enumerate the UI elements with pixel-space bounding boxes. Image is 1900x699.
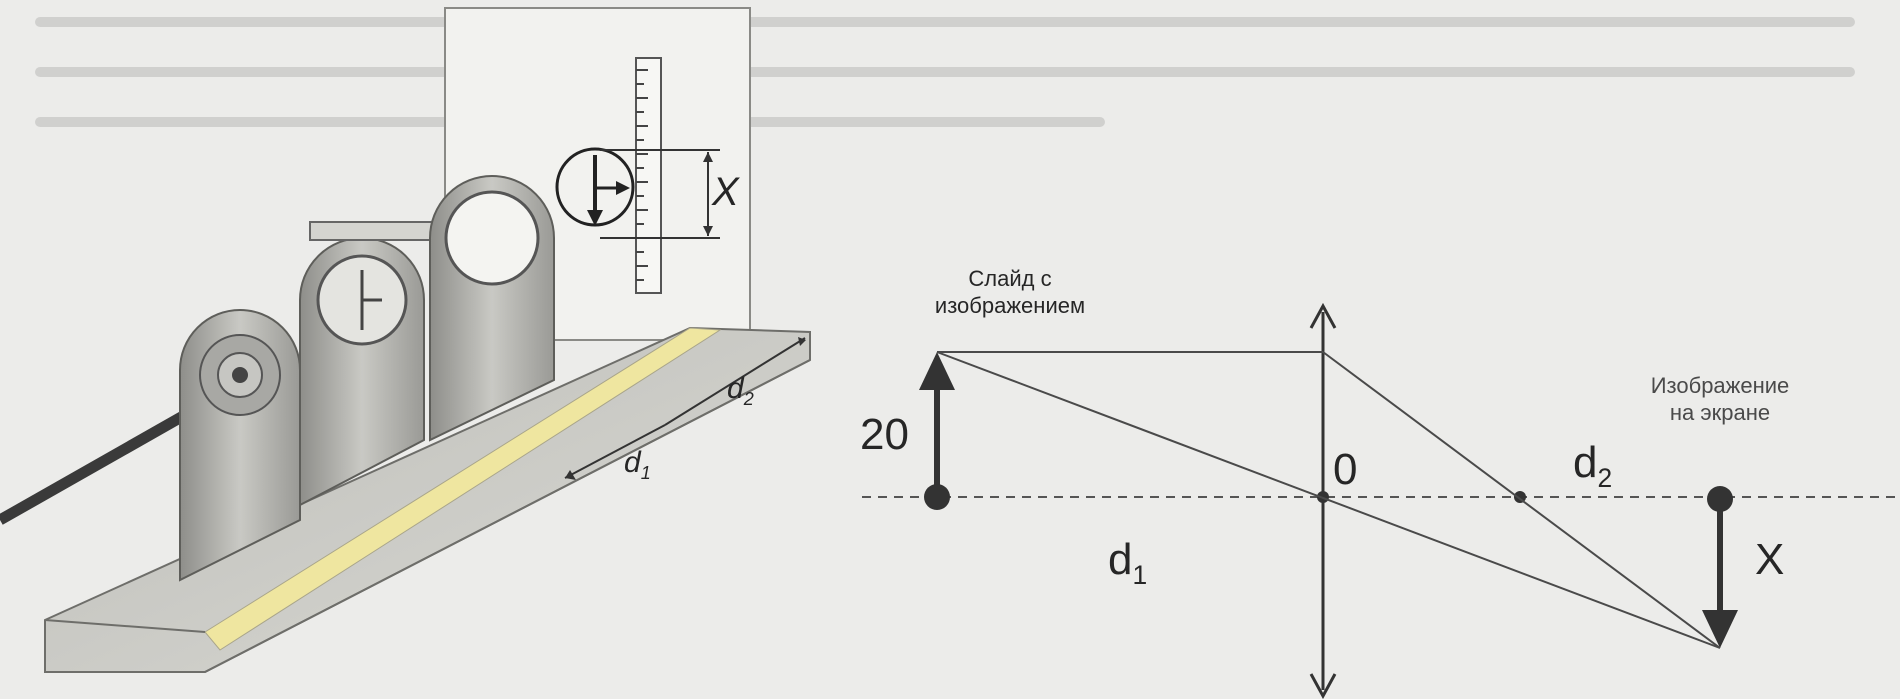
slide-label: Слайд с изображением bbox=[934, 266, 1086, 318]
photo-scale-label: X bbox=[712, 170, 739, 214]
schematic-d2-label: d2 bbox=[1573, 438, 1613, 493]
lens-holder bbox=[429, 175, 555, 442]
lens-center-label: 0 bbox=[1333, 445, 1358, 494]
screen-ruler bbox=[635, 57, 662, 294]
schematic-d1-label: d1 bbox=[1108, 535, 1148, 590]
screen-image-label: Изображение на экране bbox=[1650, 373, 1790, 425]
background-bleed bbox=[35, 17, 1855, 127]
light-rays bbox=[936, 351, 1721, 649]
object-height-label: 20 bbox=[860, 410, 909, 459]
ray-schematic bbox=[862, 302, 1895, 699]
apparatus-photo bbox=[0, 7, 811, 673]
image-height-label: X bbox=[1755, 535, 1785, 584]
rail-yellow-scale bbox=[204, 327, 722, 651]
photo-d2-label: d2 bbox=[727, 372, 754, 409]
lamp-holder bbox=[179, 309, 301, 582]
photo-d1-label: d1 bbox=[624, 446, 651, 483]
